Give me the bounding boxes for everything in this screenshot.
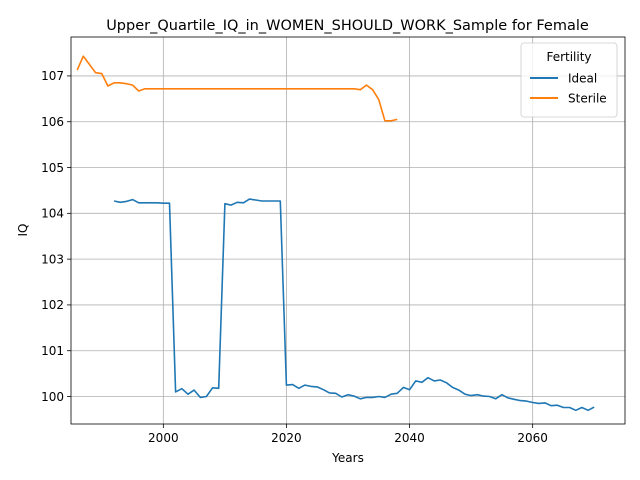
y-tick-label: 103 — [41, 252, 64, 266]
y-tick-label: 101 — [41, 344, 64, 358]
chart-title: Upper_Quartile_IQ_in_WOMEN_SHOULD_WORK_S… — [106, 18, 589, 34]
x-tick-label: 2040 — [394, 431, 425, 445]
y-axis-label: IQ — [16, 224, 30, 237]
x-tick-label: 2000 — [148, 431, 179, 445]
y-tick-label: 104 — [41, 207, 64, 221]
legend: Fertility Ideal Sterile — [520, 42, 618, 118]
axis-ticks: 2000 2020 2040 2060 100 101 102 103 104 105 106 107 — [41, 69, 548, 445]
series-line-ideal — [113, 198, 595, 412]
x-axis-label: Years — [331, 451, 364, 465]
series-lines — [76, 55, 595, 412]
legend-title: Fertility — [546, 50, 591, 64]
y-tick-label: 105 — [41, 161, 64, 175]
x-tick-label: 2060 — [517, 431, 548, 445]
legend-label-ideal: Ideal — [568, 72, 597, 86]
y-tick-label: 102 — [41, 298, 64, 312]
y-tick-label: 107 — [41, 69, 64, 83]
x-tick-label: 2020 — [271, 431, 302, 445]
series-line-sterile — [76, 55, 398, 122]
y-tick-label: 106 — [41, 115, 64, 129]
plot-frame — [70, 36, 626, 425]
grid — [71, 37, 625, 424]
legend-label-sterile: Sterile — [568, 92, 607, 106]
y-tick-label: 100 — [41, 390, 64, 404]
